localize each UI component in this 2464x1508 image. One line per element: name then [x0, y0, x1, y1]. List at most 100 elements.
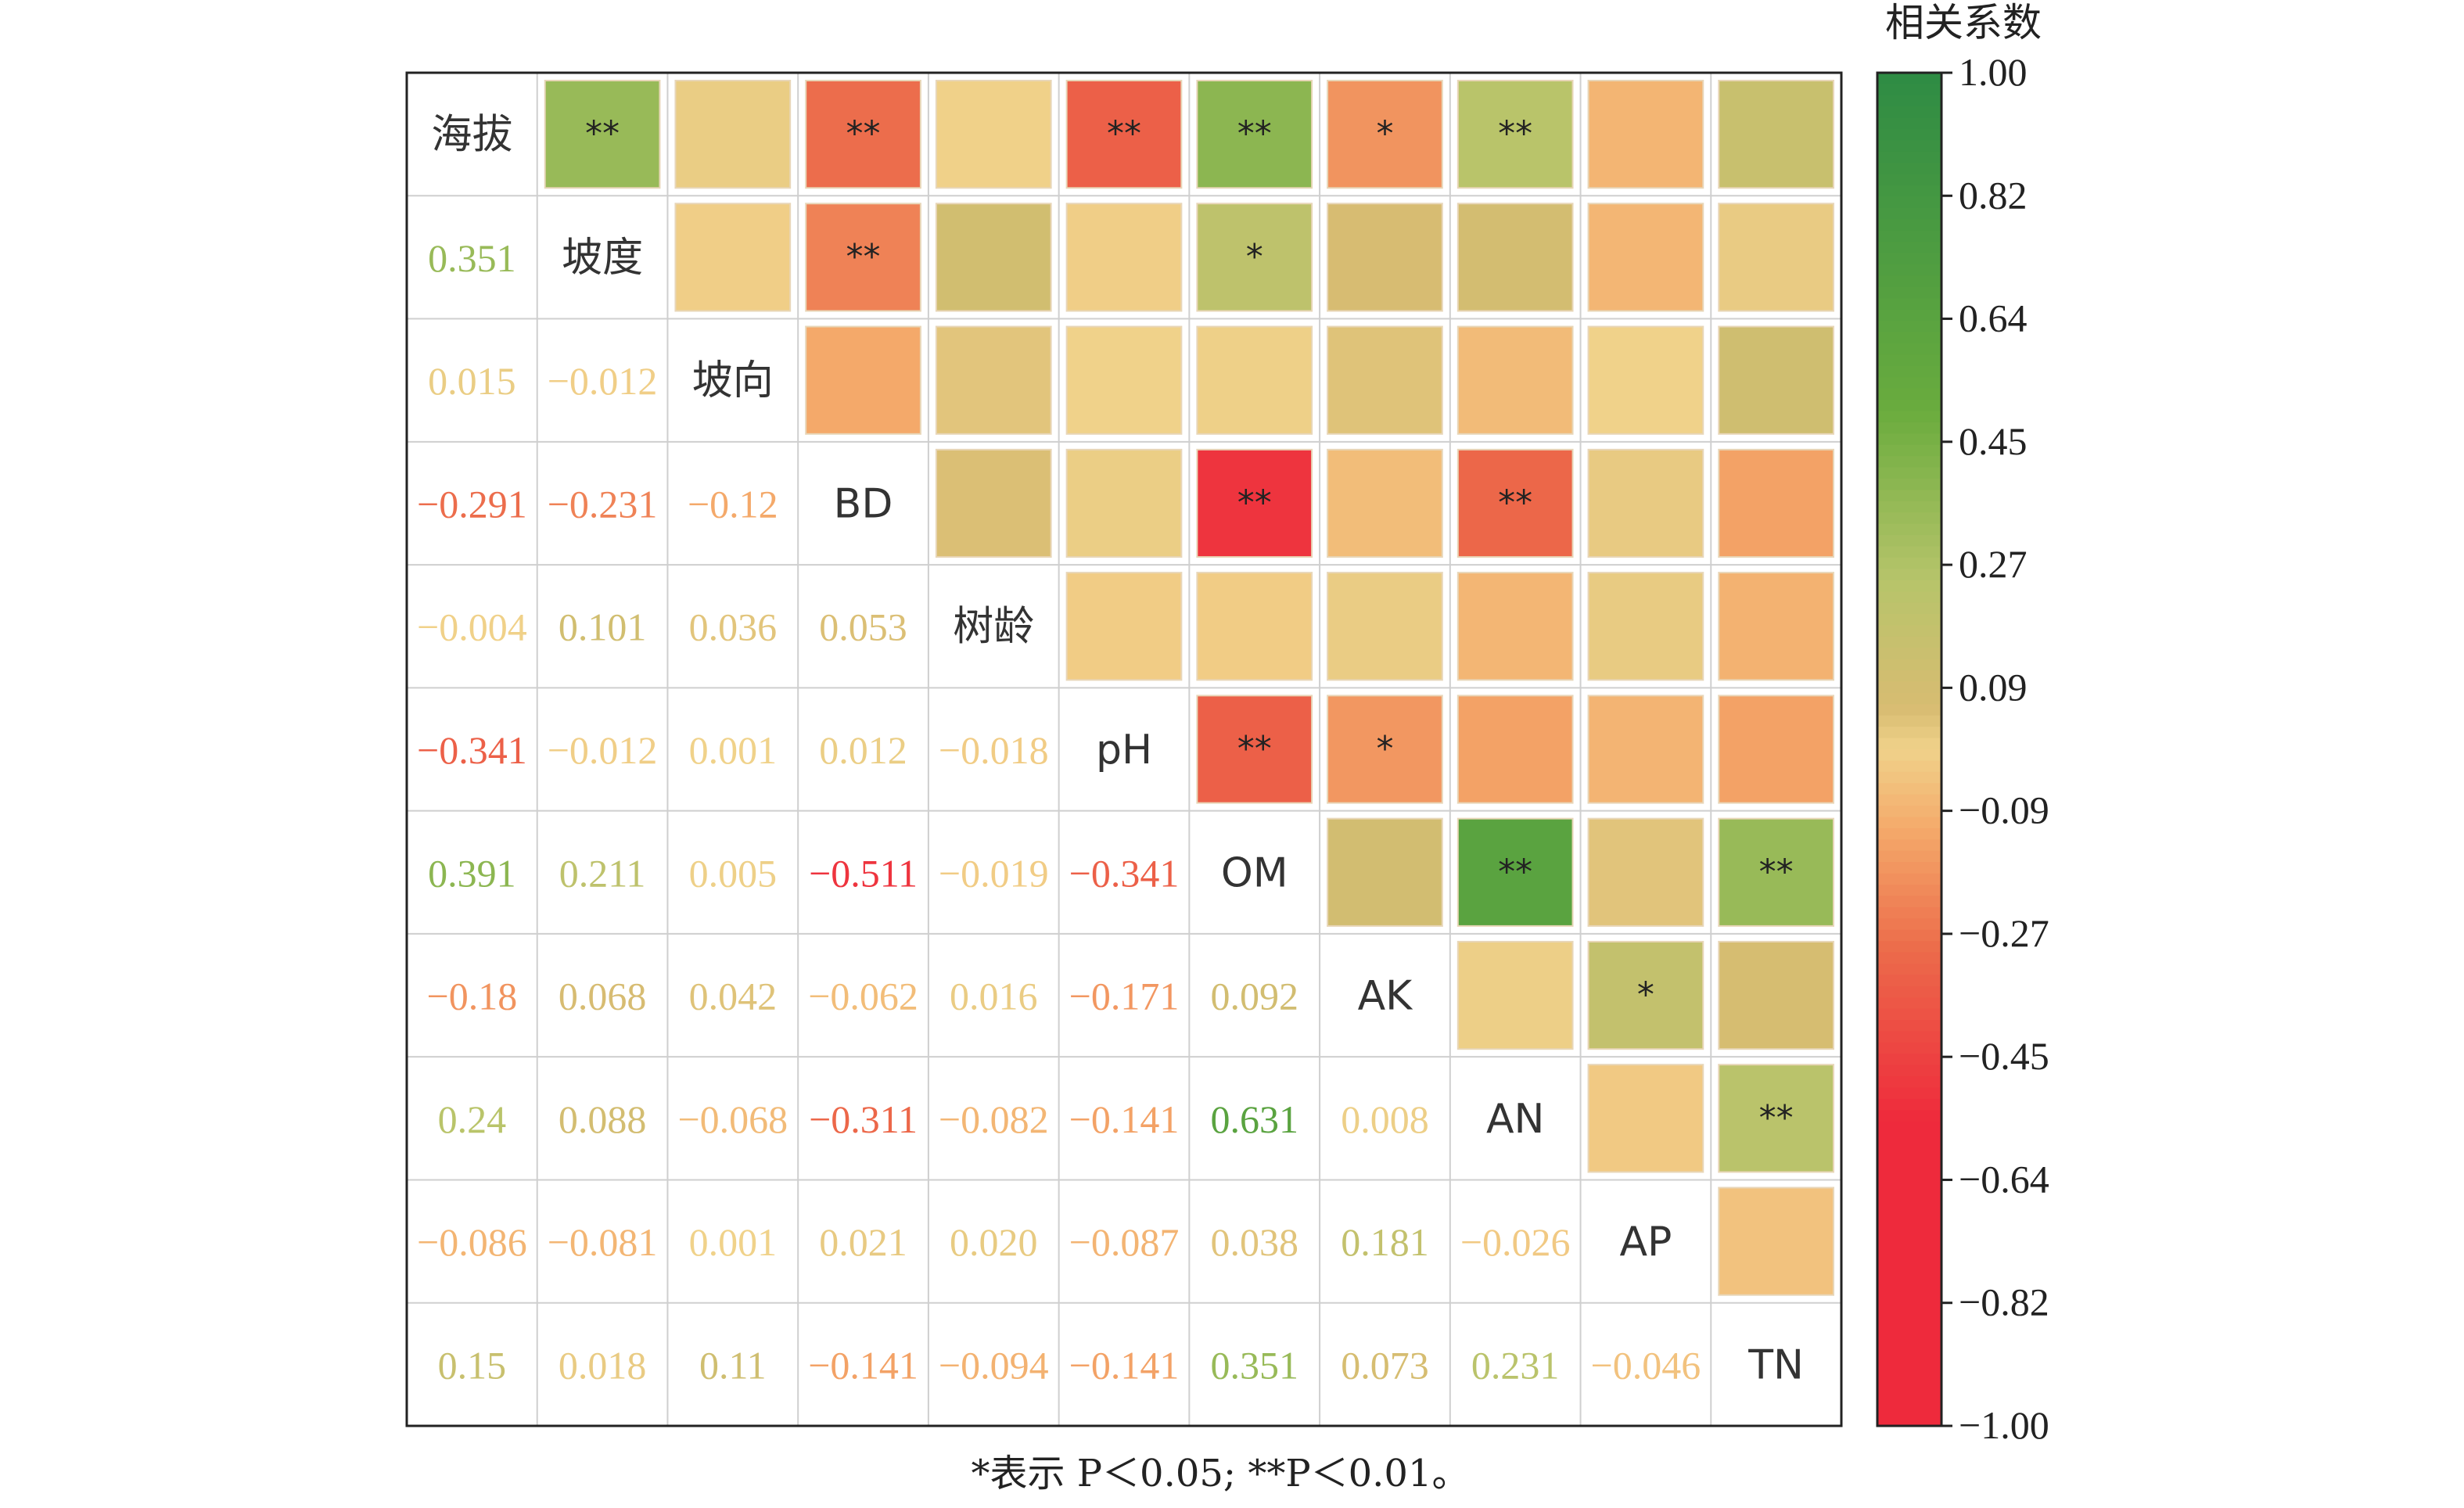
colorbar-segment — [1877, 433, 1941, 446]
colorbar-tick-label: −0.64 — [1959, 1157, 2049, 1201]
colorbar-segment — [1877, 952, 1941, 964]
correlation-square — [1065, 325, 1183, 435]
colorbar-segment — [1877, 1133, 1941, 1145]
diagonal-variable-label: AP — [1619, 1219, 1672, 1266]
correlation-value-label: 0.053 — [819, 605, 907, 649]
colorbar-segment — [1877, 117, 1941, 131]
colorbar-segment — [1877, 659, 1941, 672]
colorbar-segment — [1877, 873, 1941, 885]
colorbar-segment — [1877, 298, 1941, 311]
significance-mark: * — [1376, 114, 1393, 154]
correlation-value-label: −0.141 — [1069, 1097, 1180, 1141]
correlation-square — [1718, 695, 1834, 804]
colorbar-segment — [1877, 365, 1941, 379]
colorbar-segment — [1877, 1335, 1941, 1348]
correlation-value-label: 0.211 — [559, 851, 646, 895]
correlation-value-label: −0.311 — [809, 1097, 918, 1141]
correlation-square — [1718, 1187, 1834, 1296]
colorbar-tick-label: 0.45 — [1959, 419, 2028, 463]
colorbar-segment — [1877, 1256, 1941, 1269]
colorbar-segment — [1877, 681, 1941, 694]
colorbar-segment — [1877, 1054, 1941, 1066]
colorbar-segment — [1877, 467, 1941, 479]
correlation-square — [1587, 203, 1704, 312]
colorbar-segment — [1877, 1223, 1941, 1235]
correlation-value-label: 0.391 — [428, 851, 516, 895]
colorbar-segment — [1877, 1166, 1941, 1179]
correlation-square — [1065, 80, 1183, 189]
correlation-square — [1456, 448, 1574, 558]
significance-mark: ** — [1107, 114, 1141, 154]
colorbar-segment — [1877, 738, 1941, 750]
colorbar-segment — [1877, 286, 1941, 300]
correlation-square — [1587, 80, 1704, 189]
significance-mark: ** — [1237, 483, 1272, 522]
colorbar-segment — [1877, 1279, 1941, 1291]
significance-mark: ** — [1237, 114, 1272, 154]
correlation-square — [1718, 817, 1834, 927]
colorbar-segment — [1877, 1369, 1941, 1382]
colorbar-tick-label: −1.00 — [1959, 1403, 2049, 1447]
colorbar-segment — [1877, 332, 1941, 344]
colorbar-segment — [1877, 174, 1941, 187]
correlation-square — [1587, 817, 1704, 927]
correlation-square — [1456, 695, 1574, 804]
colorbar-segment — [1877, 907, 1941, 920]
colorbar-segment — [1877, 1065, 1941, 1078]
colorbar-segment — [1877, 1008, 1941, 1021]
colorbar-segment — [1877, 535, 1941, 548]
correlation-square — [1718, 572, 1834, 681]
colorbar-segment — [1877, 411, 1941, 423]
significance-mark: ** — [1498, 483, 1532, 522]
colorbar-segment — [1877, 1268, 1941, 1280]
correlation-value-label: 0.088 — [559, 1097, 647, 1141]
colorbar-segment — [1877, 444, 1941, 458]
correlation-square — [1327, 203, 1443, 312]
correlation-square — [1456, 203, 1574, 312]
colorbar-segment — [1877, 163, 1941, 175]
diagonal-variable-label: pH — [1096, 727, 1152, 774]
significance-mark: ** — [1759, 852, 1794, 892]
correlation-square — [935, 448, 1052, 558]
correlation-value-label: −0.086 — [417, 1220, 527, 1264]
correlation-square — [1196, 325, 1313, 435]
colorbar-segment — [1877, 1200, 1941, 1213]
correlation-square — [935, 325, 1052, 435]
colorbar-segment — [1877, 749, 1941, 762]
correlation-value-label: −0.062 — [808, 975, 918, 1018]
colorbar-segment — [1877, 73, 1941, 85]
colorbar-segment — [1877, 1381, 1941, 1393]
significance-mark: ** — [846, 237, 881, 277]
colorbar-segment — [1877, 1087, 1941, 1100]
significance-mark: ** — [1498, 114, 1532, 154]
colorbar-segment — [1877, 1291, 1941, 1303]
colorbar-segment — [1877, 546, 1941, 558]
correlation-square — [1718, 448, 1834, 558]
correlation-square — [1196, 80, 1313, 189]
correlation-square — [935, 80, 1052, 189]
correlation-value-label: 0.092 — [1210, 975, 1298, 1018]
colorbar-segment — [1877, 1233, 1941, 1247]
heatmap-frame — [405, 71, 1843, 1427]
colorbar-segment — [1877, 569, 1941, 581]
colorbar-segment — [1877, 929, 1941, 942]
colorbar-segment — [1877, 1245, 1941, 1258]
colorbar-segment — [1877, 1076, 1941, 1089]
correlation-value-label: 0.012 — [819, 728, 907, 772]
colorbar-segment — [1877, 456, 1941, 469]
correlation-value-label: 0.15 — [438, 1343, 507, 1387]
colorbar-tick-label: −0.82 — [1959, 1280, 2049, 1324]
colorbar-segment — [1877, 140, 1941, 153]
colorbar-segment — [1877, 84, 1941, 96]
correlation-value-label: −0.087 — [1069, 1220, 1180, 1264]
colorbar-segment — [1877, 512, 1941, 525]
correlation-square — [1718, 1064, 1834, 1173]
colorbar-segment — [1877, 309, 1941, 322]
correlation-square — [1718, 80, 1834, 189]
significance-mark: * — [1637, 975, 1654, 1015]
colorbar-segment — [1877, 997, 1941, 1010]
correlation-square — [1327, 448, 1443, 558]
colorbar-segment — [1877, 1020, 1941, 1032]
correlation-value-label: −0.004 — [417, 605, 527, 649]
correlation-value-label: −0.094 — [939, 1343, 1049, 1387]
